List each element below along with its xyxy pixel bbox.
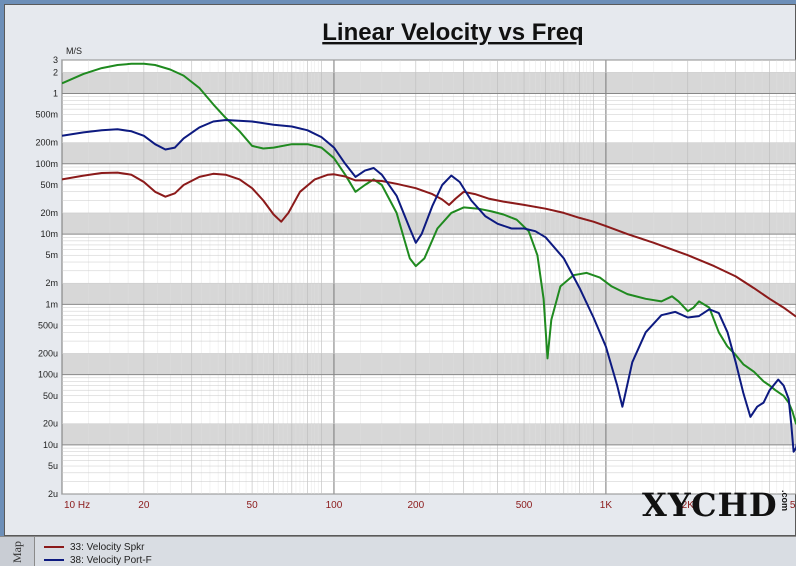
y-tick-label: 10u xyxy=(43,440,58,450)
x-tick-label: 2K xyxy=(682,500,695,511)
y-tick-label: 100u xyxy=(38,370,58,380)
x-tick-label: 5K xyxy=(790,500,796,511)
y-tick-label: 20u xyxy=(43,419,58,429)
y-tick-label: 50u xyxy=(43,391,58,401)
y-tick-label: 1m xyxy=(45,299,58,309)
y-tick-label: 2 xyxy=(53,67,58,77)
legend-swatch-spkr xyxy=(44,546,64,548)
x-tick-label: 200 xyxy=(407,500,424,511)
legend-label-spkr: 33: Velocity Spkr xyxy=(70,541,145,553)
legend-label-port: 38: Velocity Port-F xyxy=(70,554,152,566)
x-tick-label: 100 xyxy=(326,500,343,511)
grid-band xyxy=(62,283,796,305)
grid-band xyxy=(62,353,796,375)
grid-band xyxy=(62,423,796,445)
y-tick-label: 50m xyxy=(40,180,58,190)
y-tick-label: 2u xyxy=(48,489,58,499)
x-tick-label: 500 xyxy=(516,500,533,511)
y-tick-label: 10m xyxy=(40,229,58,239)
legend-swatch-port xyxy=(44,559,64,561)
chart: Linear Velocity vs Freq M/S 3 2 1 500m 200m 1… xyxy=(35,19,796,511)
grid-band xyxy=(62,142,796,164)
y-tick-label: 5m xyxy=(45,250,58,260)
y-tick-label: 20m xyxy=(40,208,58,218)
watermark-logo: XYCHD xyxy=(642,486,778,524)
grid-band xyxy=(62,72,796,94)
plot-area xyxy=(61,59,796,495)
chart-title: Linear Velocity vs Freq xyxy=(322,19,583,46)
x-tick-label: 20 xyxy=(138,500,150,511)
legend-item-spkr[interactable]: 33: Velocity Spkr xyxy=(44,541,144,553)
y-tick-label: 3 xyxy=(53,55,58,65)
watermark-suffix: .com xyxy=(780,490,790,512)
legend-panel: Map 33: Velocity Spkr 38: Velocity Port-… xyxy=(0,536,796,566)
y-tick-label: 5u xyxy=(48,461,58,471)
y-tick-label: 200u xyxy=(38,348,58,358)
y-tick-label: 1 xyxy=(53,89,58,99)
y-tick-label: 500u xyxy=(38,320,58,330)
x-tick-label: 50 xyxy=(247,500,259,511)
legend-item-port[interactable]: 38: Velocity Port-F xyxy=(44,554,152,566)
y-tick-label: 200m xyxy=(35,138,58,148)
x-tick-label: 1K xyxy=(600,500,613,511)
x-tick-label: 10 Hz xyxy=(64,500,90,511)
y-tick-label: 100m xyxy=(35,159,58,169)
series-line-0 xyxy=(62,171,796,318)
y-axis-unit: M/S xyxy=(66,46,82,56)
y-tick-label: 500m xyxy=(35,110,58,120)
side-tab[interactable]: Map xyxy=(0,537,35,566)
series-line-1 xyxy=(62,119,796,453)
y-tick-label: 2m xyxy=(45,278,58,288)
